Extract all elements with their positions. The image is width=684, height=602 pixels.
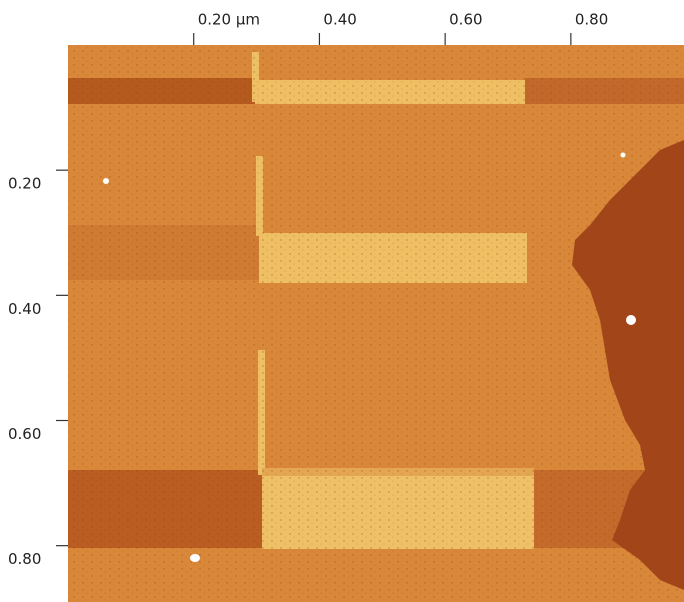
x-tick-label: 0.80 bbox=[575, 11, 608, 29]
x-tick-label: 0.20 µm bbox=[198, 11, 260, 29]
x-tick-label: 0.60 bbox=[449, 11, 482, 29]
y-tick-label: 0.20 bbox=[8, 175, 41, 193]
y-tick-label: 0.80 bbox=[8, 550, 41, 568]
afm-figure: 0.20 µm 0.40 0.60 0.80 0.20 0.40 0.60 0.80 bbox=[0, 0, 684, 602]
afm-image bbox=[68, 45, 684, 602]
x-tick-label: 0.40 bbox=[323, 11, 356, 29]
y-tick-label: 0.40 bbox=[8, 300, 41, 318]
y-tick-label: 0.60 bbox=[8, 425, 41, 443]
